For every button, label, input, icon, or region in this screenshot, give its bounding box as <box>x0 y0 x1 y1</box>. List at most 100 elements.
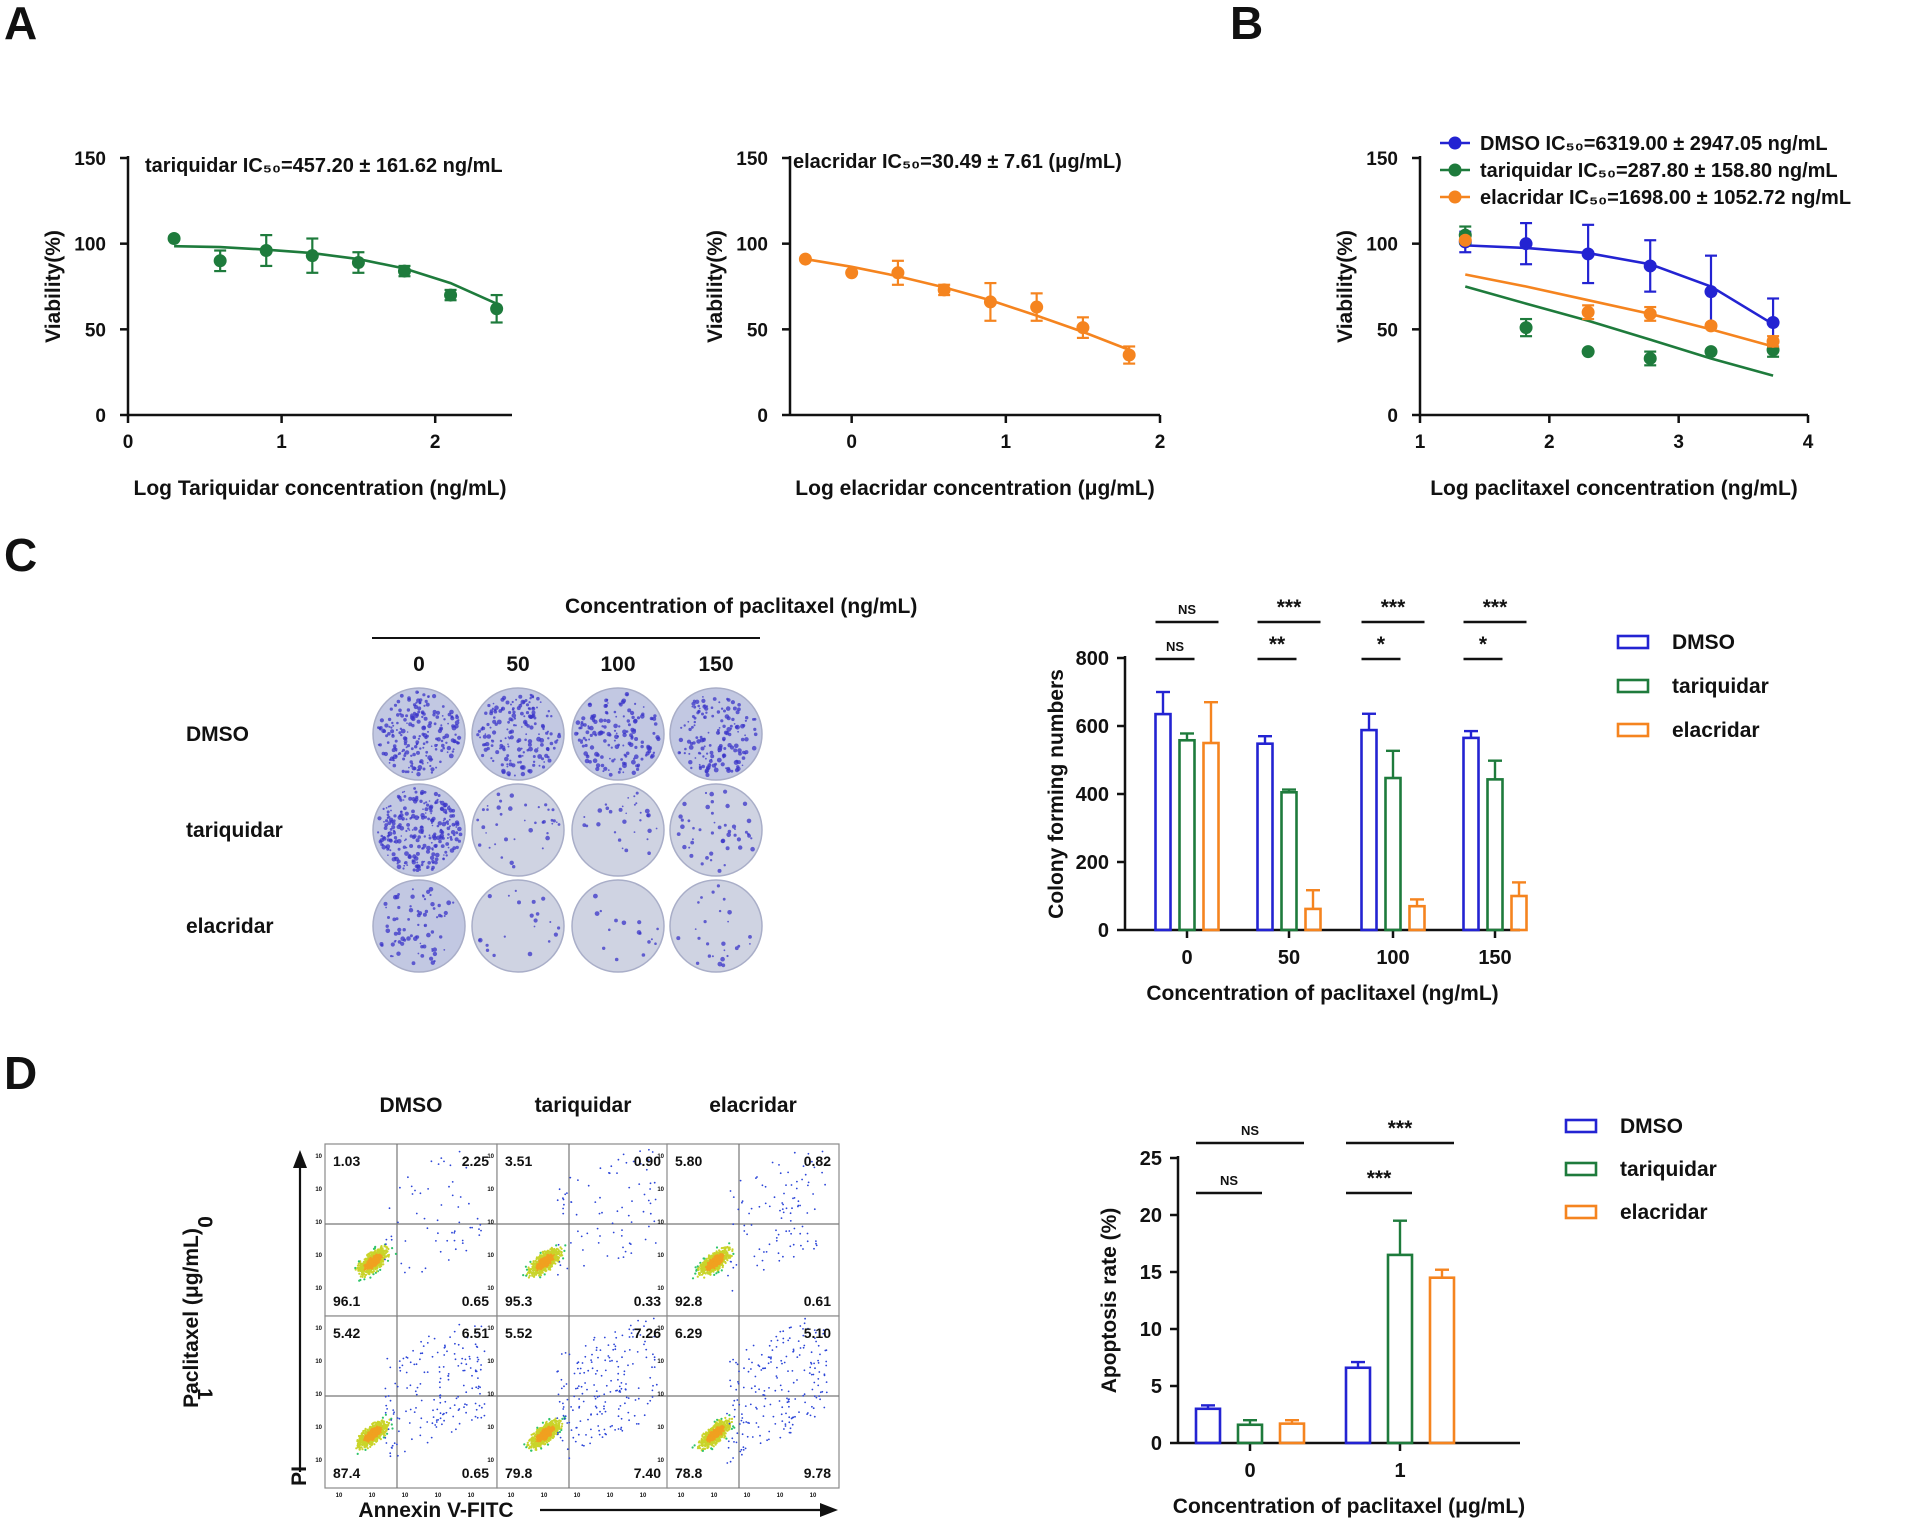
flow-event <box>720 1257 723 1260</box>
chart-a1-y-tick-label: 100 <box>74 235 106 256</box>
colony-dish <box>669 783 763 877</box>
flow-event <box>379 1254 383 1257</box>
colony-dot <box>650 938 653 941</box>
flow-event <box>369 1276 372 1279</box>
flow-event <box>374 1435 377 1438</box>
flow-event <box>735 1264 738 1266</box>
flow-event <box>362 1435 365 1438</box>
colony-dot <box>430 930 435 934</box>
colony-dot <box>392 819 396 823</box>
colony-dot <box>740 723 745 729</box>
colony-dot <box>640 757 644 761</box>
chart-a2-x-tick-label: 0 <box>846 432 857 453</box>
flow-event <box>389 1399 392 1402</box>
colony-dot <box>625 730 629 733</box>
colony-dot <box>499 739 503 743</box>
flow-event <box>477 1377 479 1379</box>
colony-dot <box>439 829 444 834</box>
colony-dot <box>523 715 526 718</box>
flow-event <box>389 1452 392 1455</box>
colony-dot <box>509 759 512 762</box>
flow-event <box>475 1386 478 1389</box>
flow-event <box>705 1257 708 1260</box>
colony-dot <box>443 949 446 951</box>
flow-event <box>376 1437 379 1440</box>
colony-dot <box>440 739 444 743</box>
colony-dot <box>420 813 425 818</box>
chart-a1-x-tick-label: 1 <box>276 432 287 453</box>
flow-event <box>358 1448 361 1451</box>
colony-dot <box>539 738 545 743</box>
flow-event <box>386 1259 390 1262</box>
flow-event <box>416 1386 419 1389</box>
colony-dot <box>596 753 600 757</box>
flow-event <box>815 1244 818 1247</box>
colony-dot <box>482 734 487 739</box>
flow-event <box>796 1180 798 1183</box>
colony-dot <box>735 759 739 763</box>
colony-dot <box>507 736 510 738</box>
colony-dot <box>450 715 453 718</box>
flow-event <box>708 1268 711 1271</box>
colony-dot <box>511 700 514 704</box>
flow-event <box>439 1377 442 1380</box>
colony-dot <box>423 790 427 794</box>
colony-dot <box>494 843 497 846</box>
flow-event <box>791 1207 793 1210</box>
colony-dot <box>726 832 731 838</box>
flow-event <box>577 1230 579 1233</box>
colony-dot <box>508 762 513 767</box>
colony-dot <box>397 847 401 851</box>
panel-letter-b: B <box>1230 0 1264 49</box>
colony-dot <box>412 752 416 757</box>
flow-event <box>632 1160 635 1163</box>
flow-event <box>368 1254 372 1257</box>
chart-d-y-tick-label: 0 <box>1151 1433 1162 1455</box>
chart-a2-y-tick-label: 0 <box>757 406 768 427</box>
flow-event <box>620 1235 623 1237</box>
chart-c-x-tick-label: 50 <box>1278 947 1300 969</box>
colony-dot <box>506 754 510 758</box>
colony-dot <box>393 940 397 943</box>
flow-event <box>372 1432 376 1435</box>
flow-event <box>384 1437 387 1439</box>
flow-quadrant-lower-right: 0.33 <box>634 1293 661 1309</box>
flow-event <box>408 1422 411 1424</box>
flow-event <box>718 1249 721 1252</box>
colony-dot <box>416 772 421 777</box>
flow-event <box>448 1185 450 1188</box>
colony-dot <box>583 723 587 727</box>
flow-event <box>722 1246 725 1249</box>
flow-event <box>457 1343 460 1346</box>
flow-event <box>361 1262 364 1265</box>
chart-a2-x-tick-label: 1 <box>1001 432 1012 453</box>
colony-dish <box>571 783 665 877</box>
flow-event <box>446 1350 448 1353</box>
colony-dot <box>492 702 495 705</box>
colony-dot <box>430 812 432 815</box>
colony-dot <box>431 865 435 870</box>
flow-event <box>365 1439 368 1442</box>
flow-event <box>471 1226 473 1229</box>
colony-dot <box>725 706 731 711</box>
colony-dot <box>426 889 431 895</box>
colony-dot <box>428 834 431 837</box>
colony-dot <box>442 819 445 822</box>
flow-event <box>804 1173 807 1176</box>
colony-dot <box>520 765 526 770</box>
colony-dot <box>520 771 526 777</box>
flow-event <box>557 1243 560 1246</box>
colony-dot <box>726 954 729 958</box>
colony-dot <box>406 823 410 827</box>
colony-dot <box>691 705 694 708</box>
colony-dot <box>703 715 707 719</box>
colony-dot <box>726 727 732 732</box>
colony-dot <box>718 909 722 913</box>
colony-dot <box>688 752 691 755</box>
colony-dot <box>455 826 458 828</box>
colony-dot <box>430 902 435 907</box>
colony-dot <box>635 802 638 805</box>
flow-event <box>531 1274 534 1277</box>
colony-dot <box>391 821 396 826</box>
colony-dot <box>513 838 516 841</box>
